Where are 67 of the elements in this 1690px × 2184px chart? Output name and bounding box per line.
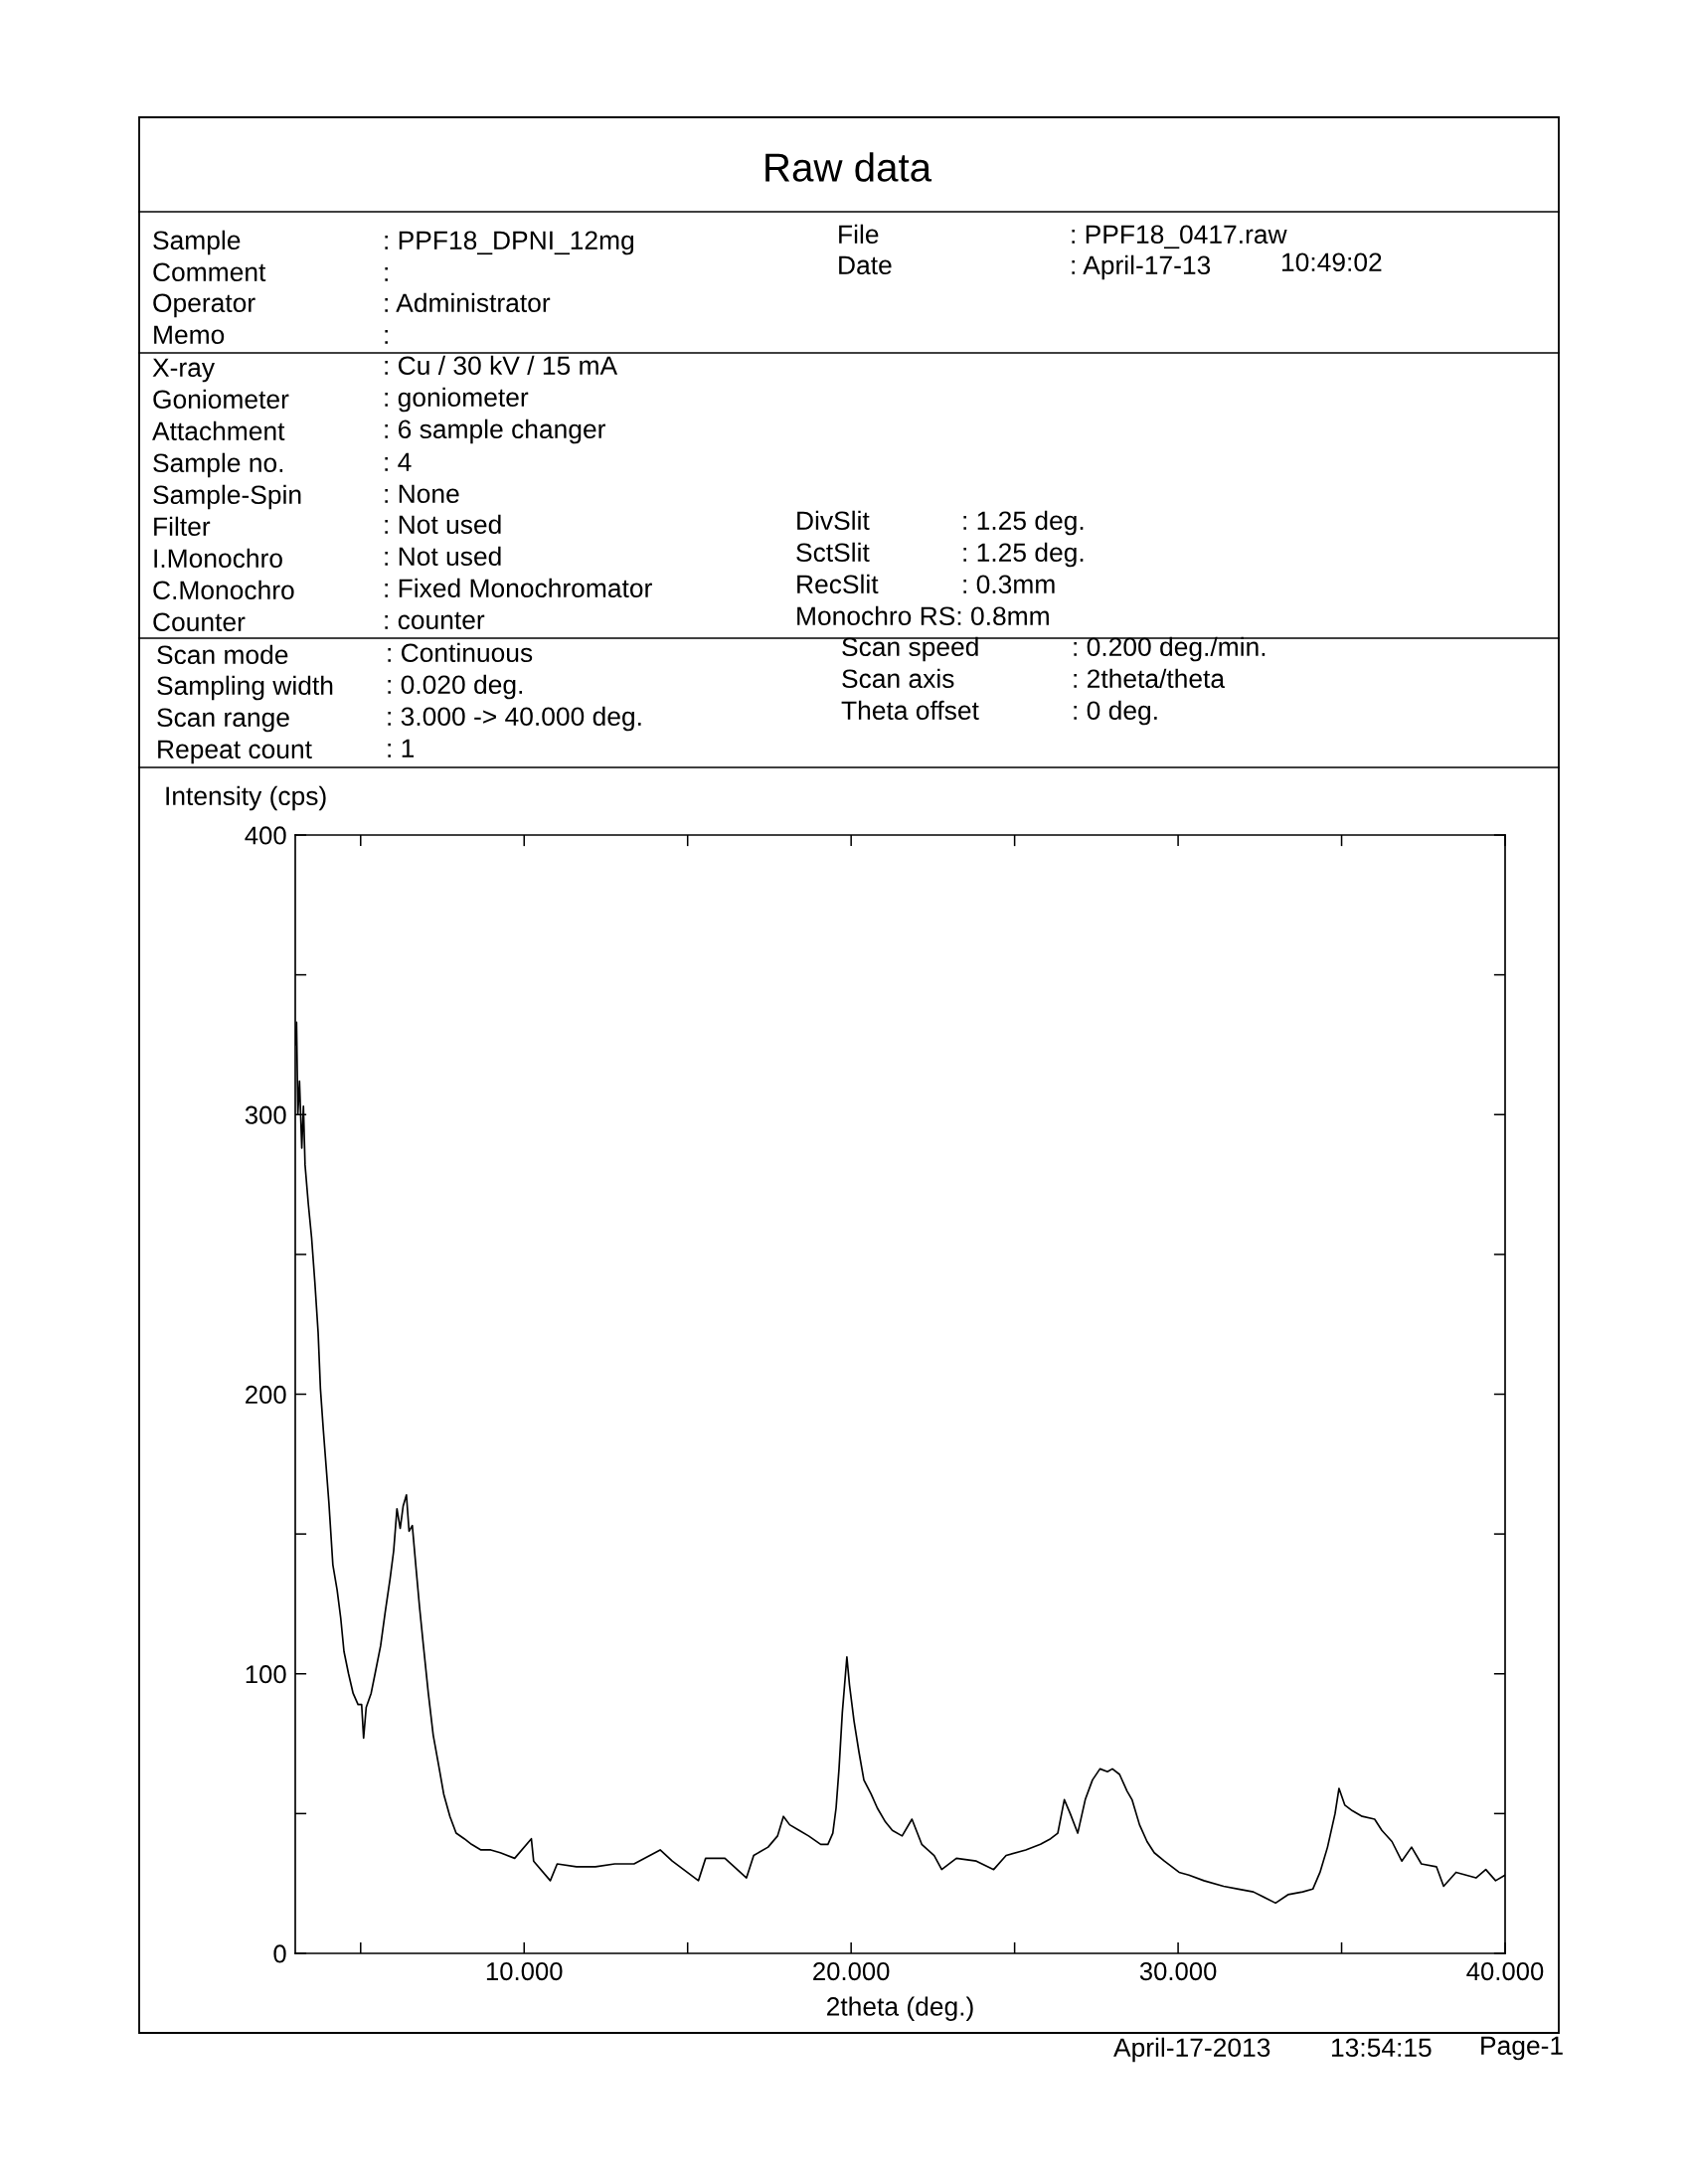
- text: Scan speed: [842, 636, 978, 662]
- text: Filter: [154, 516, 211, 537]
- text: Page-1: [1481, 2036, 1563, 2061]
- text: Comment: [153, 262, 266, 282]
- text: : 4: [385, 452, 412, 471]
- text: 13:54:15: [1332, 2038, 1432, 2058]
- text: Counter: [153, 612, 246, 632]
- text: :: [385, 266, 388, 281]
- text: : 0.020 deg.: [388, 674, 522, 700]
- text: X-ray: [152, 358, 215, 383]
- text: Scan range: [157, 708, 289, 733]
- x-tick-label: 10.000: [486, 1962, 563, 1981]
- text: : Not used: [385, 546, 501, 567]
- text: C.Monochro: [153, 580, 294, 600]
- text: : 6 sample changer: [385, 419, 605, 444]
- text: : counter: [385, 611, 485, 630]
- text: April-17-2013: [1113, 2037, 1270, 2063]
- text: Monochro RS: 0.8mm: [797, 605, 1049, 626]
- text: Sample no.: [153, 452, 283, 478]
- text: Memo: [154, 325, 225, 345]
- text: Sampling width: [157, 675, 333, 701]
- text: : 1.25 deg.: [963, 542, 1084, 568]
- y-tick-label: 400: [245, 826, 286, 845]
- text: : 3.000 -> 40.000 deg.: [388, 706, 641, 732]
- text: : Not used: [385, 514, 501, 535]
- y-tick-label: 300: [245, 1105, 286, 1124]
- text: : 1.25 deg.: [963, 510, 1084, 536]
- y-tick-label: 0: [273, 1944, 286, 1963]
- text: : Continuous: [388, 642, 533, 663]
- x-axis-title: 2theta (deg.): [827, 1996, 973, 2021]
- text: Scan axis: [842, 668, 954, 689]
- text: : None: [385, 484, 459, 504]
- text: : 0.3mm: [963, 575, 1055, 594]
- text: : goniometer: [385, 387, 529, 413]
- text: : 0 deg.: [1074, 700, 1157, 726]
- text: SctSlit: [796, 542, 870, 563]
- text: Repeat count: [158, 740, 312, 764]
- chart-title: Raw data: [765, 152, 932, 182]
- text: File: [839, 224, 879, 245]
- text: RecSlit: [797, 574, 879, 594]
- text: Sample: [153, 230, 241, 255]
- text: 10:49:02: [1282, 252, 1382, 272]
- text: DivSlit: [797, 510, 870, 531]
- y-tick-label: 100: [246, 1665, 286, 1684]
- text: Sample-Spin: [153, 484, 301, 510]
- text: : Cu / 30 kV / 15 mA: [385, 355, 618, 376]
- text: Date: [839, 255, 892, 275]
- text: : Administrator: [385, 292, 551, 313]
- text: : April-17-13: [1072, 254, 1211, 280]
- text: : 1: [388, 739, 415, 757]
- x-tick-label: 40.000: [1466, 1962, 1544, 1981]
- text: : 0.200 deg./min.: [1074, 636, 1266, 662]
- text: : PPF18_0417.raw: [1072, 225, 1287, 250]
- y-tick-label: 200: [246, 1385, 286, 1405]
- text: : PPF18_DPNI_12mg: [385, 231, 634, 255]
- x-tick-label: 20.000: [813, 1962, 890, 1981]
- y-axis-title: Intensity (cps): [166, 785, 326, 811]
- text: Scan mode: [157, 644, 288, 665]
- text: I.Monochro: [154, 548, 282, 569]
- text: Goniometer: [153, 389, 289, 410]
- text: : 2theta/theta: [1074, 668, 1226, 689]
- text: Operator: [153, 293, 255, 318]
- text: :: [385, 329, 388, 344]
- text: Attachment: [152, 420, 285, 441]
- x-tick-label: 30.000: [1139, 1962, 1217, 1981]
- text: : Fixed Monochromator: [385, 578, 652, 598]
- text: Theta offset: [841, 700, 979, 721]
